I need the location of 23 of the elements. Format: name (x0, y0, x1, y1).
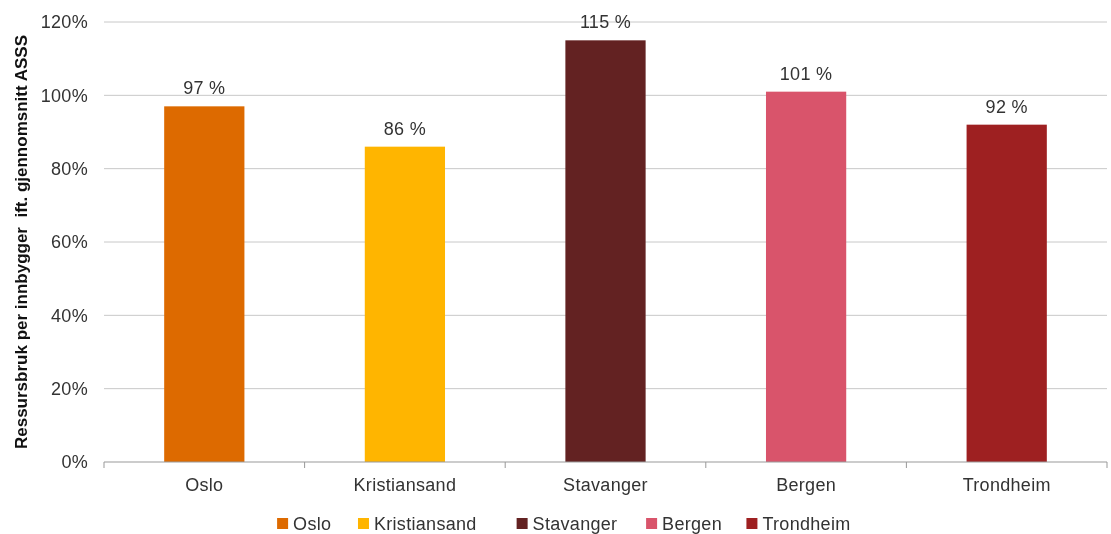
y-tick-label: 60% (51, 232, 88, 253)
y-tick-label: 20% (51, 378, 88, 399)
legend-label: Oslo (293, 514, 332, 534)
y-tick-label: 40% (51, 305, 88, 326)
data-label: 115 % (579, 12, 632, 33)
x-tick-label: Kristiansand (353, 475, 457, 495)
x-tick-label: Stavanger (563, 475, 648, 495)
legend-label: Bergen (662, 514, 722, 534)
y-tick-label: 80% (51, 158, 88, 179)
x-tick-label: Oslo (185, 475, 224, 495)
data-label: 101 % (779, 63, 833, 84)
legend-label: Trondheim (762, 514, 851, 534)
legend-label: Stavanger (532, 514, 618, 534)
y-axis-title: Ressursbruk per innbygger ift. gjennomsnitt ASSS (12, 34, 31, 450)
x-tick-label: Bergen (776, 475, 837, 495)
data-label: 97 % (183, 78, 226, 99)
x-tick-label: Trondheim (962, 475, 1051, 495)
data-label: 92 % (985, 96, 1028, 117)
y-tick-label: 0% (61, 452, 88, 473)
data-label: 86 % (383, 118, 427, 139)
y-tick-label: 120% (40, 12, 88, 33)
y-tick-label: 100% (40, 85, 88, 106)
legend-label: Kristiansand (373, 514, 477, 534)
